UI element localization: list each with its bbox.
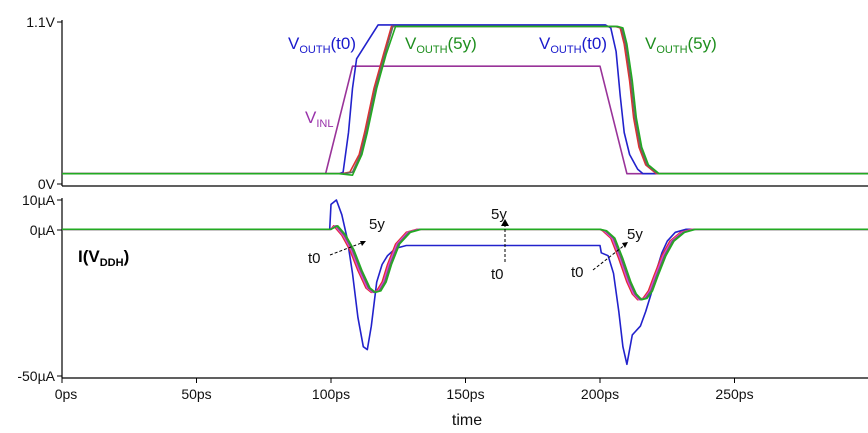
current-trace-3 bbox=[62, 225, 868, 301]
x-tick-label: 100ps bbox=[312, 386, 350, 402]
top-series-group bbox=[62, 24, 868, 176]
bottom-y-tick-label: 10µA bbox=[22, 192, 56, 208]
vouth-5y-label: VOUTH(5y) bbox=[405, 34, 477, 56]
x-axis-label: time bbox=[452, 412, 482, 429]
x-tick-label: 200ps bbox=[581, 386, 619, 402]
x-tick-label: 250ps bbox=[715, 386, 753, 402]
voltage-trace-1 bbox=[62, 24, 868, 175]
current-trace-4 bbox=[62, 225, 868, 301]
t0-label: t0 bbox=[571, 264, 584, 281]
voltage-trace-4 bbox=[62, 25, 868, 176]
arrow-head bbox=[360, 241, 366, 246]
top-y-tick-label: 0V bbox=[38, 176, 56, 192]
5y-label: 5y bbox=[627, 226, 643, 243]
current-trace-1 bbox=[62, 225, 868, 301]
x-tick-group: 0ps 50ps 100ps 150ps 200ps 250ps bbox=[55, 378, 754, 402]
ivddh-label: I(VDDH) bbox=[78, 247, 129, 269]
x-tick-label: 0ps bbox=[55, 386, 78, 402]
t0-label: t0 bbox=[491, 266, 504, 283]
vinl-label: VINL bbox=[305, 108, 333, 130]
arrow-head bbox=[501, 219, 509, 226]
t0-label: t0 bbox=[308, 250, 321, 267]
annotation-arrow bbox=[592, 243, 627, 271]
bottom-series-group bbox=[62, 199, 868, 366]
current-trace-2 bbox=[62, 225, 868, 301]
vouth-t0-label: VOUTH(t0) bbox=[288, 34, 356, 56]
x-tick-label: 50ps bbox=[181, 386, 211, 402]
annotation-arrow bbox=[329, 241, 365, 256]
bottom-y-tick-label: -50µA bbox=[17, 368, 55, 384]
bottom-y-tick-label: 0µA bbox=[30, 222, 56, 238]
arrow-head bbox=[622, 242, 628, 248]
voltage-panel: 1.1V 0V VOUTH(t0) VOUTH(5y) VOUTH(t0) VO… bbox=[26, 14, 868, 192]
vouth-t0-label: VOUTH(t0) bbox=[539, 34, 607, 56]
current-panel: 10µA 0µA -50µA 0ps 50ps 100ps 150ps 200ps 250… bbox=[17, 192, 868, 429]
x-tick-label: 150ps bbox=[446, 386, 484, 402]
current-trace-0 bbox=[62, 199, 868, 366]
5y-label: 5y bbox=[491, 206, 507, 223]
top-y-tick-label: 1.1V bbox=[26, 14, 55, 30]
5y-label: 5y bbox=[369, 216, 385, 233]
voltage-trace-0 bbox=[62, 65, 868, 175]
vouth-5y-label: VOUTH(5y) bbox=[645, 34, 717, 56]
